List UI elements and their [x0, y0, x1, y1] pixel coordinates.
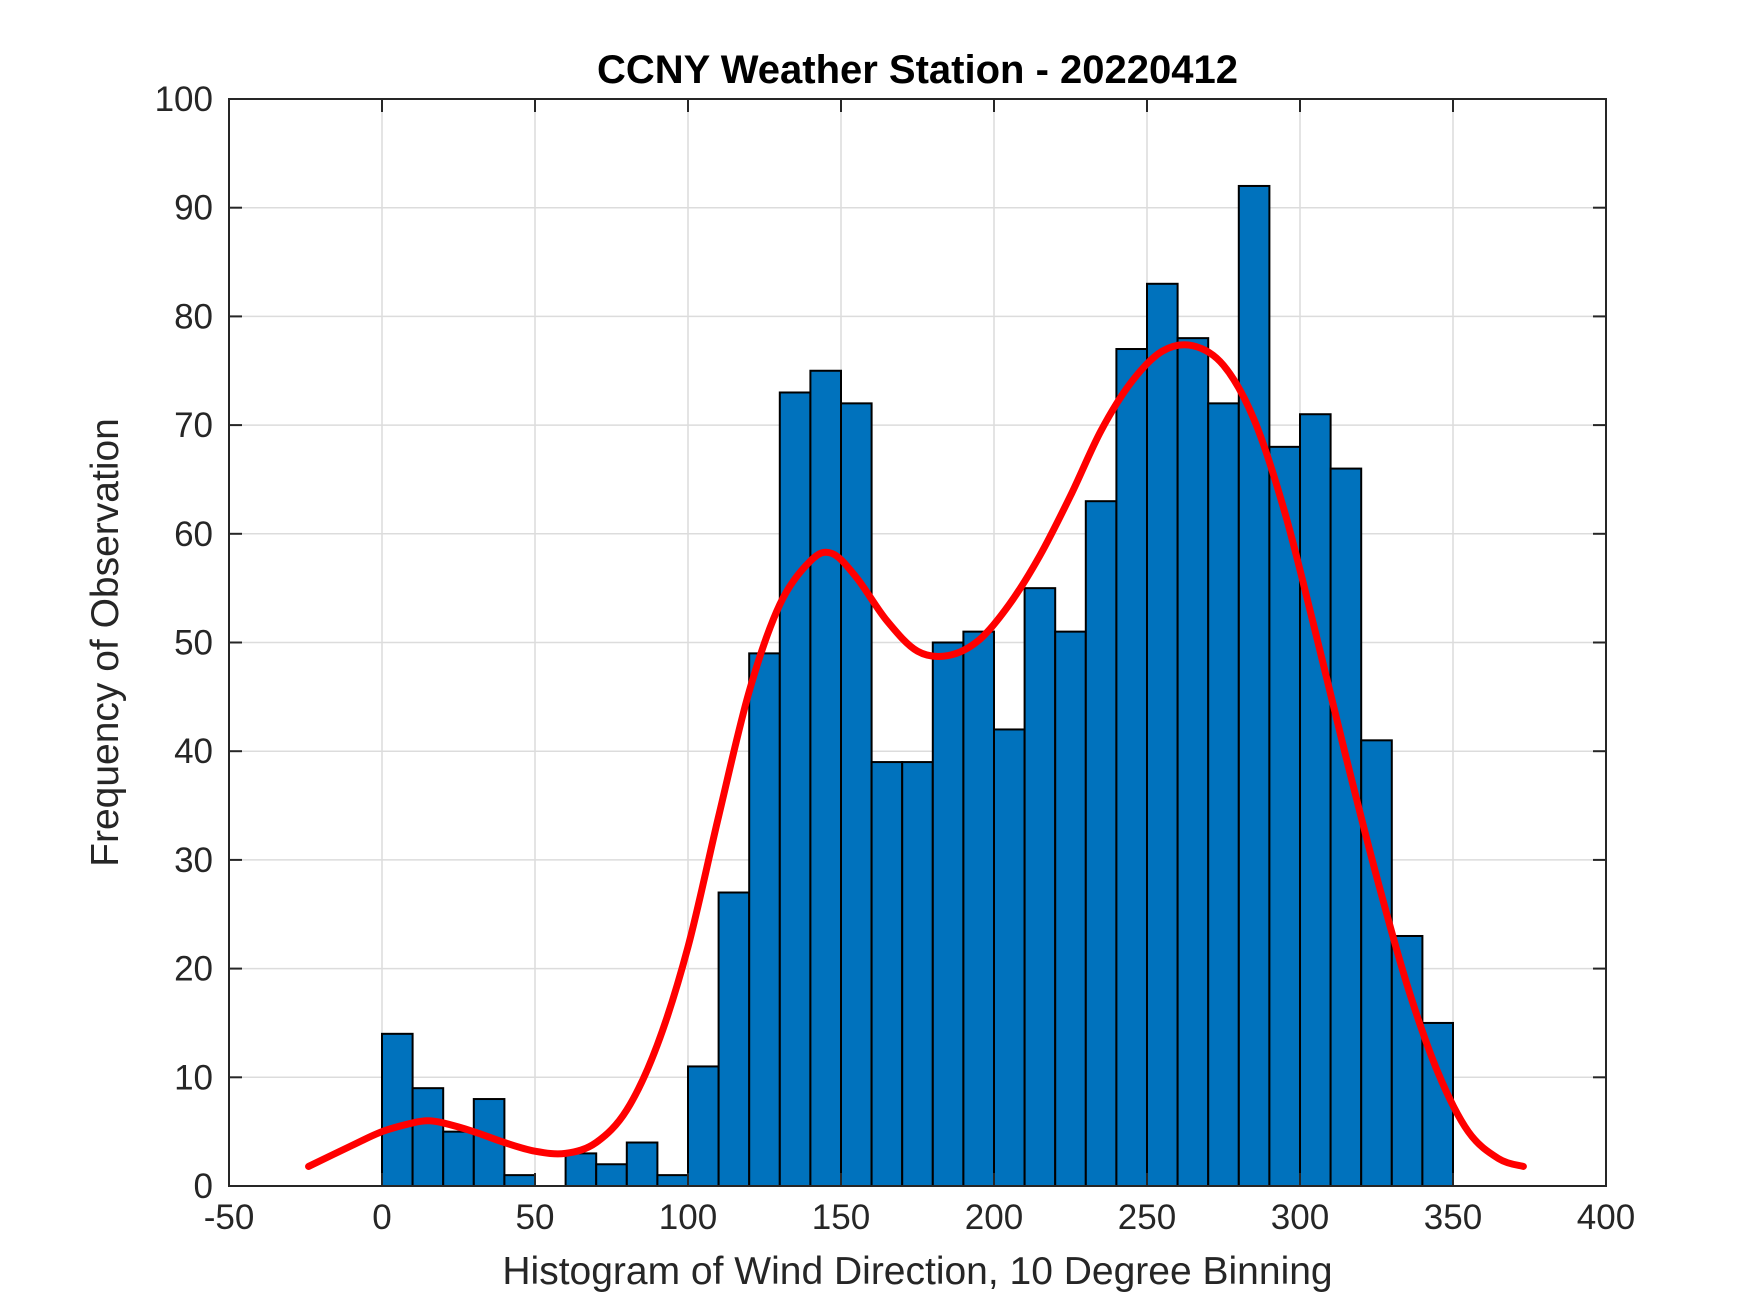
- histogram-bar: [411, 1087, 445, 1188]
- y-tick-label: 20: [174, 950, 213, 989]
- histogram-bar: [1299, 413, 1332, 1188]
- histogram-bar: [931, 641, 965, 1187]
- histogram-bar: [1115, 348, 1149, 1187]
- histogram-bar: [442, 1130, 475, 1188]
- histogram-bar: [748, 652, 781, 1187]
- histogram-bar: [870, 761, 904, 1187]
- histogram-bar: [962, 630, 996, 1187]
- y-tick-label: 60: [174, 515, 213, 554]
- x-tick-label: 250: [1118, 1198, 1176, 1237]
- x-tick-label: 200: [965, 1198, 1023, 1237]
- histogram-bar: [381, 1032, 414, 1187]
- histogram-bars: [381, 184, 1455, 1188]
- fit-curve-line: [305, 341, 1527, 1170]
- y-tick-label: 0: [194, 1167, 213, 1206]
- x-tick-label: 400: [1577, 1198, 1635, 1237]
- x-tick-label: 350: [1424, 1198, 1482, 1237]
- histogram-bar: [1329, 467, 1363, 1187]
- axes: [228, 98, 1607, 1187]
- chart-title: CCNY Weather Station - 20220412: [597, 48, 1238, 92]
- x-tick-label: 0: [372, 1198, 391, 1237]
- x-tick-label: -50: [204, 1198, 255, 1237]
- histogram-bar: [1054, 630, 1087, 1187]
- y-tick-labels: 0 10 20 30 40 50 60 70 80 90 100: [155, 80, 213, 1206]
- histogram-bar: [1237, 184, 1271, 1187]
- histogram-bar: [1176, 337, 1210, 1187]
- histogram-bar: [778, 391, 812, 1187]
- x-tick-label: 300: [1271, 1198, 1329, 1237]
- y-tick-label: 30: [174, 841, 213, 880]
- y-tick-label: 10: [174, 1058, 213, 1097]
- x-tick-label: 100: [659, 1198, 717, 1237]
- histogram-bar: [1146, 282, 1179, 1188]
- histogram-bar: [503, 1174, 536, 1188]
- fit-curve-group: [305, 341, 1527, 1170]
- histogram-bar: [656, 1174, 690, 1188]
- histogram-bar: [625, 1141, 659, 1188]
- histogram-bar: [717, 891, 751, 1187]
- histogram-bar: [595, 1163, 628, 1188]
- x-tick-labels: -50 0 50 100 150 200 250 300 350 400: [204, 1198, 1636, 1237]
- y-tick-label: 80: [174, 297, 213, 336]
- histogram-bar: [901, 761, 934, 1187]
- y-axis-label: Frequency of Observation: [84, 418, 127, 867]
- x-tick-label: 50: [516, 1198, 555, 1237]
- y-tick-label: 50: [174, 624, 213, 663]
- histogram-bar: [993, 728, 1026, 1188]
- histogram-bar: [809, 369, 843, 1187]
- y-tick-label: 90: [174, 189, 213, 228]
- histogram-bar: [1023, 587, 1057, 1187]
- y-tick-label: 40: [174, 732, 213, 771]
- x-axis-label: Histogram of Wind Direction, 10 Degree B…: [502, 1250, 1332, 1293]
- histogram-bar: [1084, 500, 1118, 1187]
- y-tick-label: 70: [174, 406, 213, 445]
- y-tick-label: 100: [155, 80, 213, 119]
- histogram-bar: [1360, 739, 1393, 1188]
- histogram-bar: [1207, 402, 1240, 1187]
- histogram-bar: [840, 402, 873, 1187]
- histogram-bar: [564, 1152, 598, 1188]
- histogram-bar: [687, 1065, 720, 1188]
- x-tick-label: 150: [812, 1198, 870, 1237]
